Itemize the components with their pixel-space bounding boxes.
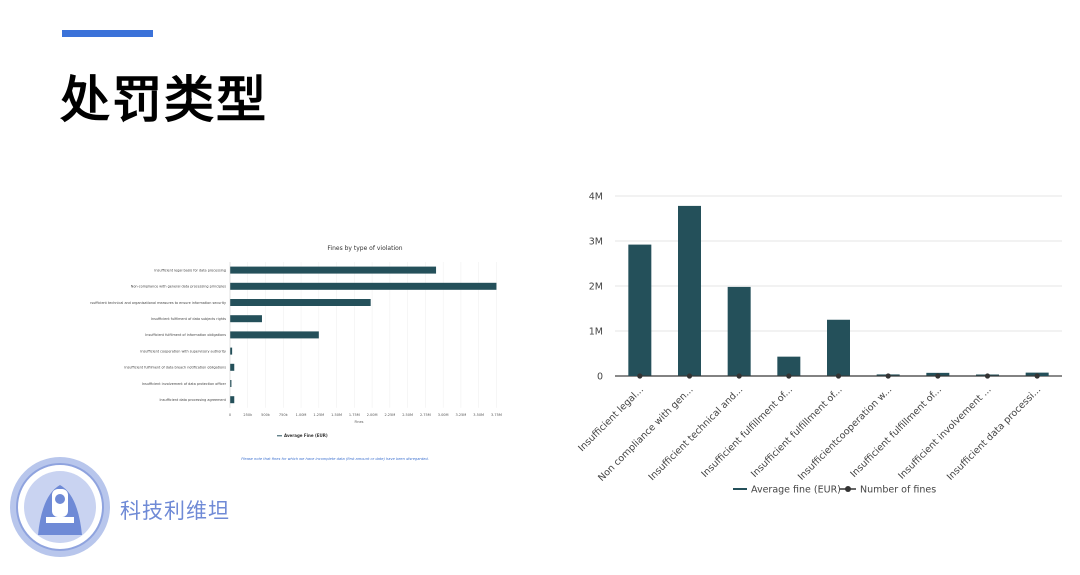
- x-tick-label: Insufficient fulfillment of...: [749, 384, 845, 480]
- university-seal-logo: [10, 457, 110, 557]
- legend-marker: [845, 486, 851, 492]
- x-tick-label: 250k: [243, 413, 253, 417]
- line-point: [1034, 373, 1040, 379]
- x-tick-label: Insufficient data processi...: [945, 384, 1043, 482]
- bar: [230, 282, 497, 290]
- column-bar: [777, 356, 801, 376]
- column-bar: [678, 205, 701, 376]
- category-label: Insufficient technical and organisationa…: [90, 301, 226, 305]
- x-tick-label: 3.25M: [456, 413, 467, 417]
- line-point: [885, 373, 891, 379]
- bar: [230, 331, 319, 339]
- legend-label: Average fine (EUR): [751, 485, 841, 496]
- category-label: Insufficient data processing agreement: [160, 398, 227, 402]
- x-tick-label: 750k: [279, 413, 289, 417]
- brand-name: 科技利维坦: [120, 499, 230, 523]
- line-point: [786, 373, 792, 379]
- x-tick-label: 2.00M: [367, 413, 378, 417]
- category-label: Insufficient fulfilment of data breach n…: [124, 366, 226, 370]
- bar: [230, 266, 437, 274]
- y-tick-label: 1M: [589, 327, 603, 338]
- bar: [230, 299, 371, 306]
- chart-note: Please note that fines for which we have…: [241, 457, 429, 461]
- line-point: [935, 373, 941, 379]
- bar: [230, 380, 232, 387]
- x-tick-label: 3.00M: [438, 413, 449, 417]
- x-axis-title: Fines: [355, 420, 364, 424]
- column-bar: [727, 286, 751, 376]
- line-point: [984, 373, 991, 379]
- line-point: [835, 373, 842, 379]
- column-bar: [827, 319, 850, 376]
- bar: [230, 315, 262, 323]
- x-tick-label: 1.00M: [296, 413, 307, 417]
- title-accent-bar: [62, 30, 153, 37]
- x-tick-label: 500k: [261, 413, 271, 417]
- legend-label: Average Fine (EUR): [284, 433, 328, 438]
- x-tick-label: Insufficientcooperation w...: [796, 384, 894, 482]
- fines-by-type-chart: Fines by type of violation 0 250k 500k 750k 1…: [90, 245, 502, 461]
- column-bar: [628, 244, 652, 376]
- y-tick-label: 4M: [589, 192, 603, 203]
- bar: [230, 363, 235, 371]
- x-tick-label: 2.75M: [420, 413, 431, 417]
- x-tick-label: 3.75M: [491, 413, 502, 417]
- x-tick-label: 2.50M: [402, 413, 413, 417]
- x-tick-label: 3.50M: [473, 413, 484, 417]
- category-label: Insufficient legal basis for data proces…: [154, 268, 226, 272]
- category-label: Insufficient fulfilment of data subjects…: [151, 317, 226, 321]
- line-point: [736, 373, 742, 379]
- y-tick-label: 0: [597, 372, 603, 383]
- bar: [230, 347, 233, 355]
- bar: [230, 396, 235, 404]
- slide-title: 处罚类型: [60, 71, 268, 129]
- x-tick-label: Insufficient fulfillment of...: [699, 384, 795, 480]
- x-tick-label: Insufficient technical and...: [647, 384, 746, 483]
- x-tick-label: 1.25M: [313, 413, 324, 417]
- legend-label: Number of fines: [860, 485, 936, 496]
- x-tick-label: 1.75M: [349, 413, 360, 417]
- x-tick-label: 1.50M: [331, 413, 342, 417]
- y-tick-label: 3M: [589, 237, 603, 248]
- y-tick-label: 2M: [589, 282, 603, 293]
- x-tick-label: Insufficient fulfillment of...: [848, 384, 944, 480]
- category-label: Insufficient fulfilment of information o…: [145, 333, 226, 337]
- category-label: Insufficient cooperation with supervisor…: [140, 349, 226, 353]
- x-tick-label: Insufficient involvement ...: [896, 384, 993, 481]
- x-tick-label: Non compliance with gen...: [596, 384, 695, 483]
- x-tick-label: 2.25M: [384, 413, 395, 417]
- category-label: Non-compliance with general data process…: [131, 285, 226, 289]
- x-tick-label: 0: [229, 413, 231, 417]
- category-label: Insufficient involvement of data protect…: [142, 382, 227, 386]
- line-point: [686, 373, 693, 379]
- chart-title: Fines by type of violation: [327, 245, 402, 252]
- line-point: [637, 373, 643, 379]
